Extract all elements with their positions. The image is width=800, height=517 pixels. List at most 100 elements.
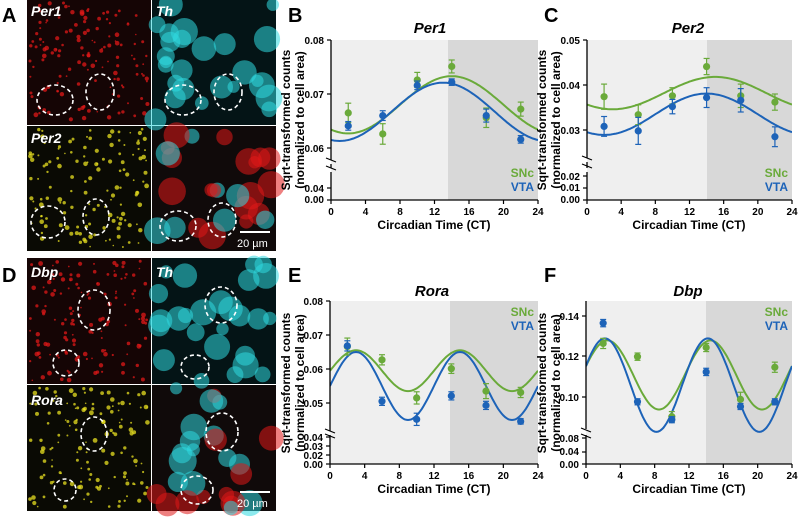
signal-dot	[57, 410, 61, 415]
signal-dot	[40, 134, 45, 139]
y-tick-labels: 0.08 0.07 0.06 0.04 0.00	[305, 36, 325, 206]
signal-dot	[38, 112, 41, 115]
signal-dot	[120, 451, 123, 455]
signal-dot	[30, 263, 34, 267]
signal-dot	[113, 77, 116, 81]
signal-dot	[129, 431, 134, 436]
signal-dot	[113, 273, 117, 278]
signal-dot	[145, 420, 150, 425]
signal-dot	[69, 231, 74, 236]
signal-dot	[145, 80, 148, 83]
signal-dot	[118, 169, 122, 173]
micro-panel-d: Dbp Th Rora 20 µm	[27, 255, 284, 517]
signal-dot	[69, 312, 73, 316]
signal-dot	[50, 51, 54, 55]
signal-dot	[63, 331, 68, 335]
signal-dot	[64, 152, 66, 155]
signal-dot	[248, 156, 261, 169]
data-point-vta	[378, 396, 386, 406]
chart-title: Rora	[415, 283, 449, 300]
signal-dot	[186, 323, 205, 342]
y-tick-label: 0.14	[560, 312, 580, 323]
y-tick-label: 0.03	[304, 442, 324, 453]
point-marker	[668, 92, 677, 100]
signal-dot	[91, 357, 93, 360]
signal-dot	[88, 234, 93, 239]
signal-dot	[73, 402, 76, 406]
signal-dot	[87, 467, 91, 471]
signal-dot	[80, 46, 84, 50]
x-tick-label: 12	[684, 207, 696, 218]
point-marker	[482, 112, 490, 120]
signal-dot	[57, 441, 60, 444]
signal-dot	[55, 48, 58, 51]
signal-dot	[166, 306, 191, 331]
signal-dot	[58, 74, 62, 78]
signal-dot	[135, 190, 140, 195]
signal-dot	[29, 438, 33, 442]
point-marker	[448, 78, 456, 86]
signal-dot	[37, 127, 41, 132]
signal-dot	[113, 432, 118, 437]
signal-dot	[195, 96, 209, 110]
data-point-snc	[379, 123, 387, 145]
data-point-vta	[482, 108, 490, 123]
signal-dot	[47, 370, 52, 376]
chart-dbp: Dbp 0.14 0.12 0.10 0.08 0.04 0.00 0 4 8 12 1…	[535, 283, 798, 496]
signal-dot	[108, 35, 111, 38]
signal-dot	[76, 451, 79, 454]
signal-dot	[91, 402, 95, 406]
x-tick-label: 20	[752, 471, 764, 482]
signal-dot	[74, 407, 77, 410]
signal-dot	[143, 336, 148, 340]
signal-dot	[45, 196, 49, 200]
signal-dot	[49, 448, 52, 451]
micro-tile-per2	[27, 126, 151, 251]
signal-dot	[77, 107, 81, 112]
point-marker	[482, 401, 490, 409]
x-tick-label: 24	[532, 471, 544, 482]
signal-dot	[191, 36, 217, 61]
signal-dot	[68, 117, 73, 122]
signal-dot	[28, 59, 32, 63]
signal-dot	[32, 390, 38, 396]
x-ticks: 0 4 8 12 16 20 24	[327, 464, 544, 482]
micro-label-per2: Per2	[31, 130, 62, 146]
y-tick-marks	[583, 39, 587, 201]
y-axis-label-line1: Sqrt-transformed counts	[535, 49, 549, 190]
signal-dot	[107, 60, 109, 63]
signal-dot	[58, 471, 62, 475]
point-marker	[447, 392, 455, 400]
point-marker	[771, 398, 779, 406]
signal-dot	[158, 0, 183, 17]
signal-dot	[32, 65, 35, 69]
signal-dot	[61, 322, 65, 326]
signal-dot	[127, 241, 131, 244]
signal-dot	[105, 239, 107, 242]
signal-dot	[38, 202, 44, 208]
signal-dot	[64, 225, 70, 231]
signal-dot	[113, 70, 118, 76]
signal-dot	[116, 64, 120, 68]
signal-dot	[253, 263, 279, 289]
signal-dot	[100, 337, 103, 339]
signal-dot	[120, 277, 123, 280]
signal-dot	[112, 244, 115, 247]
signal-dot	[53, 390, 57, 394]
data-point-vta	[413, 80, 421, 91]
y-tick-label: 0.07	[304, 331, 324, 342]
data-point-vta	[517, 417, 525, 425]
data-point-vta	[771, 398, 779, 406]
signal-dot	[115, 290, 118, 293]
signal-dot	[107, 505, 111, 508]
signal-dot	[44, 162, 49, 167]
signal-dot	[101, 47, 103, 50]
signal-dot	[142, 470, 145, 474]
signal-dot	[72, 323, 76, 326]
signal-dot	[101, 157, 105, 161]
signal-dot	[106, 115, 112, 120]
legend-snc: SNc	[511, 166, 535, 180]
data-point-vta	[599, 318, 607, 328]
data-point-vta	[482, 400, 490, 411]
point-marker	[702, 94, 711, 102]
